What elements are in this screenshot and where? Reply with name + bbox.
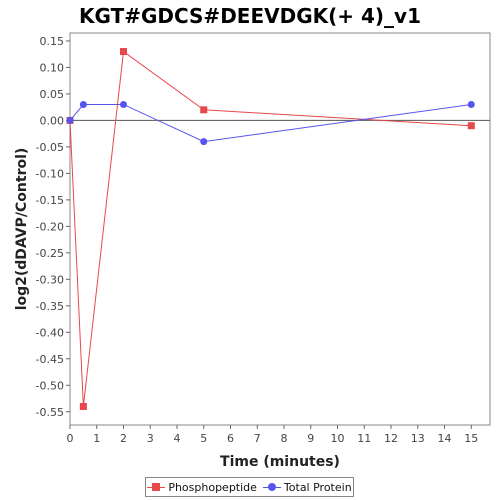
y-tick-label: -0.35	[36, 300, 64, 313]
y-tick-label: 0.15	[40, 35, 65, 48]
x-tick-label: 0	[67, 432, 74, 445]
data-point-phosphopeptide	[120, 48, 128, 56]
data-point-total-protein	[467, 101, 475, 109]
legend-label-total-protein: Total Protein	[283, 480, 352, 494]
data-point-total-protein	[120, 101, 128, 109]
x-tick-label: 2	[120, 432, 127, 445]
y-tick-label: -0.10	[36, 167, 64, 180]
x-tick-label: 8	[281, 432, 288, 445]
x-tick-label: 4	[174, 432, 181, 445]
square-marker-icon	[147, 482, 166, 492]
y-tick-label: -0.25	[36, 247, 64, 260]
data-point-total-protein	[200, 138, 208, 146]
y-tick-label: -0.05	[36, 141, 64, 154]
y-tick-label: 0.05	[40, 88, 65, 101]
y-tick-label: -0.45	[36, 353, 64, 366]
x-tick-label: 14	[438, 432, 452, 445]
x-tick-label: 7	[254, 432, 261, 445]
x-tick-label: 13	[411, 432, 425, 445]
legend-item-phosphopeptide: Phosphopeptide	[147, 481, 257, 494]
x-tick-label: 15	[464, 432, 478, 445]
legend-label-phosphopeptide: Phosphopeptide	[168, 480, 257, 494]
y-tick-label: -0.40	[36, 326, 64, 339]
x-axis-title: Time (minutes)	[220, 454, 340, 470]
data-point-total-protein	[66, 116, 74, 124]
x-tick-label: 3	[147, 432, 154, 445]
circle-marker-icon	[262, 482, 281, 492]
x-tick-label: 6	[227, 432, 234, 445]
x-tick-label: 10	[331, 432, 345, 445]
data-point-phosphopeptide	[200, 106, 208, 114]
data-point-phosphopeptide	[467, 122, 475, 130]
y-tick-label: -0.15	[36, 194, 64, 207]
y-tick-label: -0.30	[36, 273, 64, 286]
x-tick-label: 11	[357, 432, 371, 445]
chart-title: KGT#GDCS#DEEVDGK(+ 4)_v1	[79, 4, 421, 28]
y-axis-title: log2(dDAVP/Control)	[14, 148, 30, 311]
x-tick-label: 1	[93, 432, 100, 445]
y-tick-label: -0.50	[36, 379, 64, 392]
data-point-phosphopeptide	[79, 402, 87, 410]
chart-legend: Phosphopeptide Total Protein	[145, 477, 354, 497]
plot-area	[69, 32, 491, 426]
y-tick-label: 0.10	[40, 61, 65, 74]
x-tick-label: 5	[200, 432, 207, 445]
x-tick-label: 12	[384, 432, 398, 445]
y-tick-label: 0.00	[40, 114, 65, 127]
data-point-total-protein	[79, 101, 87, 109]
legend-item-total-protein: Total Protein	[262, 480, 352, 494]
x-tick-label: 9	[307, 432, 314, 445]
y-tick-label: -0.55	[36, 406, 64, 419]
y-tick-label: -0.20	[36, 220, 64, 233]
